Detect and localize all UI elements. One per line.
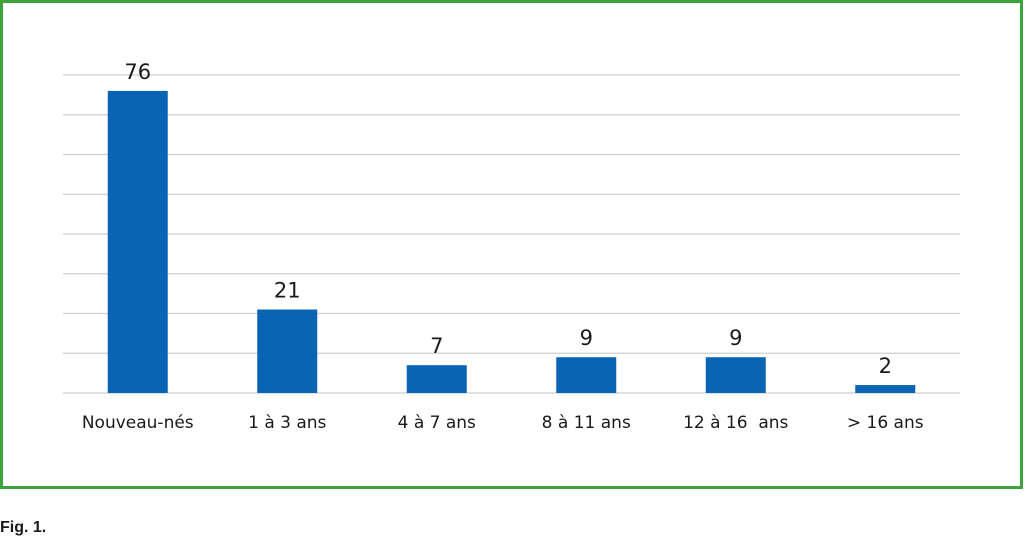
bar <box>556 357 617 393</box>
value-label: 21 <box>274 279 301 303</box>
x-tick-label: Nouveau-nés <box>82 413 194 433</box>
bar <box>705 357 766 393</box>
x-tick-label: 12 à 16 ans <box>683 413 788 433</box>
caption: Fig. 1. <box>0 519 46 536</box>
x-tick-label: 4 à 7 ans <box>398 413 476 433</box>
value-label: 2 <box>879 354 892 378</box>
bar <box>107 90 168 394</box>
bar <box>406 365 467 393</box>
value-label: 9 <box>729 326 742 350</box>
x-tick-label: > 16 ans <box>847 413 924 433</box>
value-label: 76 <box>124 60 151 84</box>
value-label: 7 <box>430 334 443 358</box>
x-tick-label: 8 à 11 ans <box>542 413 631 433</box>
bar <box>855 385 916 393</box>
value-label: 9 <box>580 326 593 350</box>
chart-frame <box>0 0 1023 489</box>
x-tick-label: 1 à 3 ans <box>248 413 326 433</box>
bar <box>257 309 318 393</box>
